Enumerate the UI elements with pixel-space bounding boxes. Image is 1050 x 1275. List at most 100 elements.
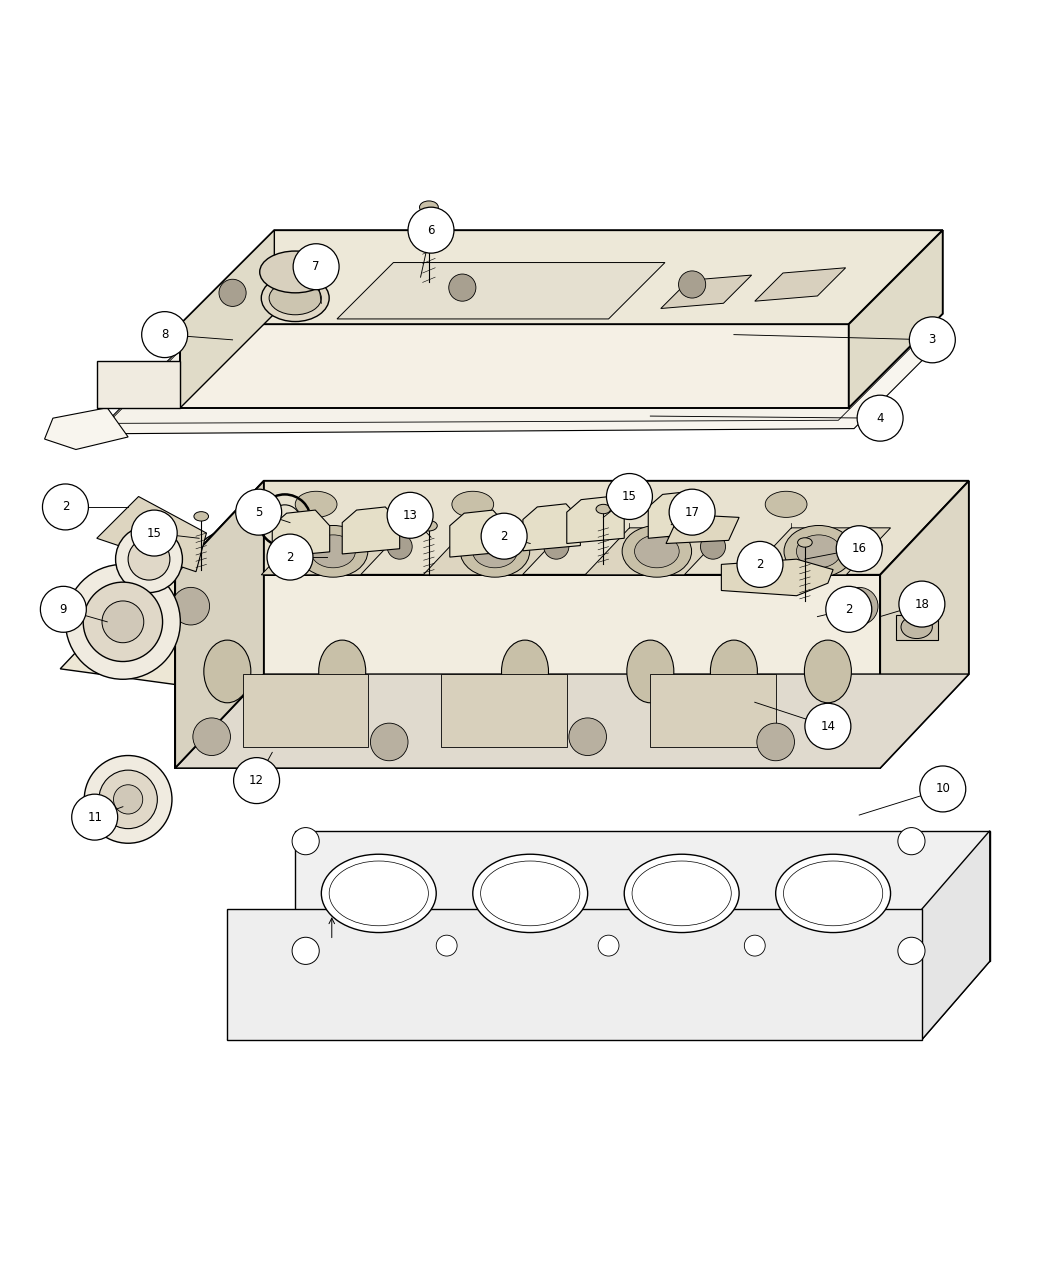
Text: 8: 8 bbox=[161, 328, 168, 342]
Text: 15: 15 bbox=[147, 527, 162, 539]
Polygon shape bbox=[721, 560, 833, 595]
Circle shape bbox=[898, 937, 925, 964]
Polygon shape bbox=[228, 909, 922, 1039]
Text: 2: 2 bbox=[62, 501, 69, 514]
Polygon shape bbox=[181, 231, 274, 408]
Text: 14: 14 bbox=[820, 720, 836, 733]
Circle shape bbox=[233, 757, 279, 803]
Text: 2: 2 bbox=[845, 603, 853, 616]
Polygon shape bbox=[181, 324, 848, 408]
Ellipse shape bbox=[460, 525, 529, 578]
Circle shape bbox=[99, 770, 158, 829]
Circle shape bbox=[607, 473, 652, 519]
Text: 17: 17 bbox=[685, 506, 699, 519]
Ellipse shape bbox=[711, 640, 757, 703]
Circle shape bbox=[387, 534, 413, 560]
Circle shape bbox=[757, 723, 795, 761]
Circle shape bbox=[387, 492, 433, 538]
Text: 3: 3 bbox=[928, 333, 936, 347]
Circle shape bbox=[857, 534, 882, 560]
Circle shape bbox=[481, 514, 527, 560]
Text: 9: 9 bbox=[60, 603, 67, 616]
Polygon shape bbox=[228, 961, 990, 1039]
Circle shape bbox=[408, 208, 454, 254]
Polygon shape bbox=[648, 491, 706, 538]
Text: 15: 15 bbox=[622, 490, 637, 504]
Circle shape bbox=[142, 311, 188, 357]
Polygon shape bbox=[261, 528, 405, 575]
Text: 10: 10 bbox=[936, 783, 950, 796]
Circle shape bbox=[920, 766, 966, 812]
Polygon shape bbox=[523, 504, 581, 551]
Circle shape bbox=[131, 510, 177, 556]
Ellipse shape bbox=[596, 505, 611, 514]
Polygon shape bbox=[243, 674, 369, 747]
Circle shape bbox=[71, 794, 118, 840]
Polygon shape bbox=[567, 496, 624, 543]
Polygon shape bbox=[896, 615, 938, 640]
Polygon shape bbox=[650, 674, 776, 747]
Ellipse shape bbox=[765, 491, 807, 518]
Circle shape bbox=[544, 534, 569, 560]
Polygon shape bbox=[272, 510, 330, 557]
Circle shape bbox=[172, 588, 210, 625]
Circle shape bbox=[448, 274, 476, 301]
Polygon shape bbox=[441, 674, 567, 747]
Ellipse shape bbox=[627, 640, 674, 703]
Circle shape bbox=[836, 525, 882, 571]
Circle shape bbox=[898, 827, 925, 854]
Text: 5: 5 bbox=[255, 506, 262, 519]
Ellipse shape bbox=[295, 491, 337, 518]
Polygon shape bbox=[295, 831, 990, 961]
Polygon shape bbox=[97, 496, 207, 571]
Ellipse shape bbox=[502, 640, 548, 703]
Polygon shape bbox=[666, 514, 739, 543]
Ellipse shape bbox=[452, 491, 494, 518]
Ellipse shape bbox=[420, 201, 438, 213]
Circle shape bbox=[744, 935, 765, 956]
Ellipse shape bbox=[472, 536, 518, 567]
Polygon shape bbox=[97, 361, 181, 408]
Circle shape bbox=[737, 542, 783, 588]
Polygon shape bbox=[755, 268, 845, 301]
Circle shape bbox=[700, 534, 726, 560]
Polygon shape bbox=[175, 575, 880, 768]
Ellipse shape bbox=[623, 525, 692, 578]
Ellipse shape bbox=[798, 538, 813, 547]
Ellipse shape bbox=[796, 536, 841, 567]
Polygon shape bbox=[423, 528, 567, 575]
Circle shape bbox=[292, 937, 319, 964]
Text: 12: 12 bbox=[249, 774, 265, 787]
Ellipse shape bbox=[634, 536, 679, 567]
Circle shape bbox=[292, 827, 319, 854]
Ellipse shape bbox=[261, 274, 329, 321]
Ellipse shape bbox=[609, 491, 650, 518]
Polygon shape bbox=[880, 481, 969, 768]
Circle shape bbox=[825, 586, 872, 632]
Circle shape bbox=[569, 718, 607, 756]
Ellipse shape bbox=[269, 282, 321, 315]
Ellipse shape bbox=[804, 640, 852, 703]
Circle shape bbox=[909, 317, 956, 363]
Ellipse shape bbox=[204, 640, 251, 703]
Polygon shape bbox=[747, 528, 890, 575]
Ellipse shape bbox=[311, 536, 355, 567]
Ellipse shape bbox=[298, 525, 368, 578]
Circle shape bbox=[669, 490, 715, 536]
Circle shape bbox=[678, 270, 706, 298]
Circle shape bbox=[65, 565, 181, 680]
Ellipse shape bbox=[784, 525, 854, 578]
Polygon shape bbox=[175, 481, 969, 575]
Polygon shape bbox=[337, 263, 665, 319]
Circle shape bbox=[371, 723, 408, 761]
Text: 7: 7 bbox=[312, 260, 320, 273]
Ellipse shape bbox=[901, 616, 932, 639]
Circle shape bbox=[293, 244, 339, 289]
Ellipse shape bbox=[624, 854, 739, 932]
Text: 13: 13 bbox=[402, 509, 418, 521]
Circle shape bbox=[857, 395, 903, 441]
Ellipse shape bbox=[259, 251, 331, 293]
Polygon shape bbox=[175, 481, 264, 768]
Polygon shape bbox=[175, 674, 969, 768]
Polygon shape bbox=[181, 231, 943, 324]
